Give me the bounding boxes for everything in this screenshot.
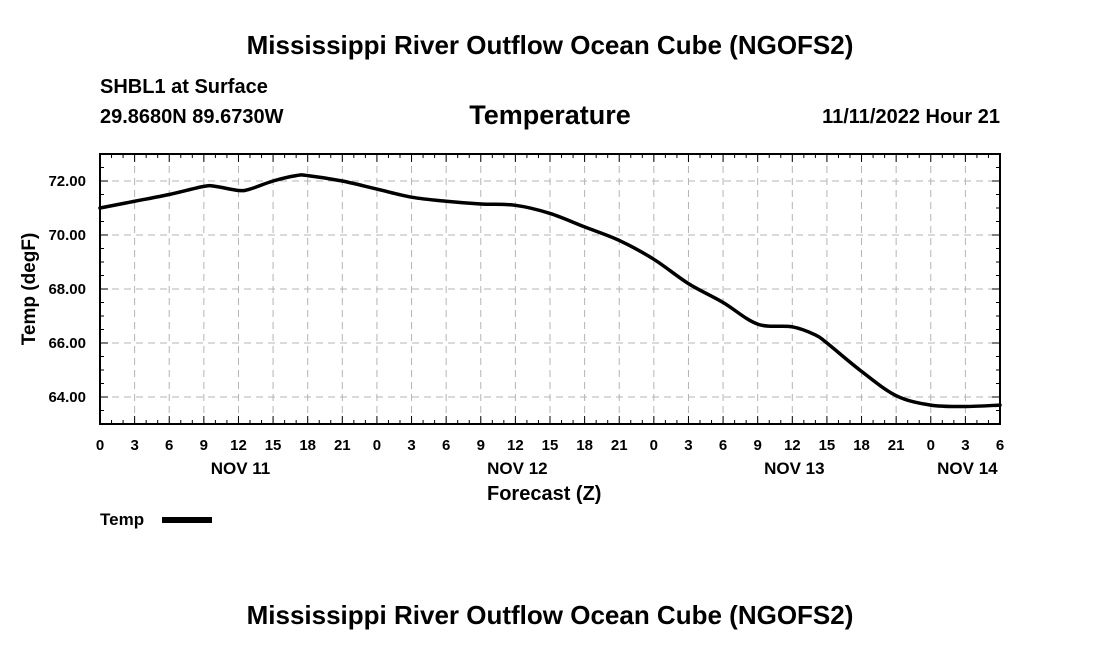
x-tick-label: 9: [477, 437, 485, 454]
x-tick-label: 0: [650, 437, 658, 454]
x-tick-label: 6: [996, 437, 1004, 454]
x-tick-label: 21: [611, 437, 628, 454]
x-date-label: NOV 11: [211, 459, 271, 478]
page-title-top: Mississippi River Outflow Ocean Cube (NG…: [246, 30, 854, 60]
legend-line-swatch: [162, 517, 212, 523]
x-tick-label: 6: [442, 437, 450, 454]
x-tick-label: 15: [819, 437, 836, 454]
temp-series-line: [98, 173, 1002, 409]
x-tick-label: 3: [130, 437, 138, 454]
x-tick-label: 15: [542, 437, 559, 454]
x-tick-label: 18: [299, 437, 316, 454]
x-tick-label: 0: [373, 437, 381, 454]
x-tick-label: 12: [784, 437, 801, 454]
y-tick-label: 72.00: [48, 173, 86, 190]
x-date-label: NOV 12: [487, 459, 547, 478]
variable-title: Temperature: [469, 100, 631, 130]
x-tick-label: 21: [888, 437, 905, 454]
x-tick-label: 15: [265, 437, 282, 454]
x-tick-label: 18: [853, 437, 870, 454]
x-axis-label: Forecast (Z): [487, 483, 602, 505]
x-tick-label: 6: [719, 437, 727, 454]
x-tick-label: 9: [754, 437, 762, 454]
x-tick-label: 0: [927, 437, 935, 454]
y-axis-label: Temp (degF): [19, 233, 40, 346]
x-tick-label: 12: [507, 437, 524, 454]
x-date-label: NOV 13: [764, 459, 824, 478]
x-tick-label: 3: [407, 437, 415, 454]
plot-frame: [99, 153, 1001, 425]
forecast-timestamp: 11/11/2022 Hour 21: [822, 106, 1000, 128]
x-tick-label: 9: [200, 437, 208, 454]
station-label: SHBL1 at Surface: [100, 76, 268, 98]
x-tick-label: 3: [684, 437, 692, 454]
y-tick-label: 64.00: [48, 389, 86, 406]
x-tick-label: 12: [230, 437, 247, 454]
x-tick-label: 0: [96, 437, 104, 454]
x-tick-label: 18: [576, 437, 593, 454]
legend-label: Temp: [100, 510, 145, 529]
y-tick-label: 70.00: [48, 227, 86, 244]
x-date-label: NOV 14: [937, 459, 998, 478]
y-tick-label: 66.00: [48, 335, 86, 352]
x-tick-label: 3: [961, 437, 969, 454]
y-tick-label: 68.00: [48, 281, 86, 298]
page-title-bottom: Mississippi River Outflow Ocean Cube (NG…: [246, 600, 854, 630]
station-coordinates: 29.8680N 89.6730W: [100, 106, 284, 128]
x-tick-label: 21: [334, 437, 351, 454]
x-tick-label: 6: [165, 437, 173, 454]
